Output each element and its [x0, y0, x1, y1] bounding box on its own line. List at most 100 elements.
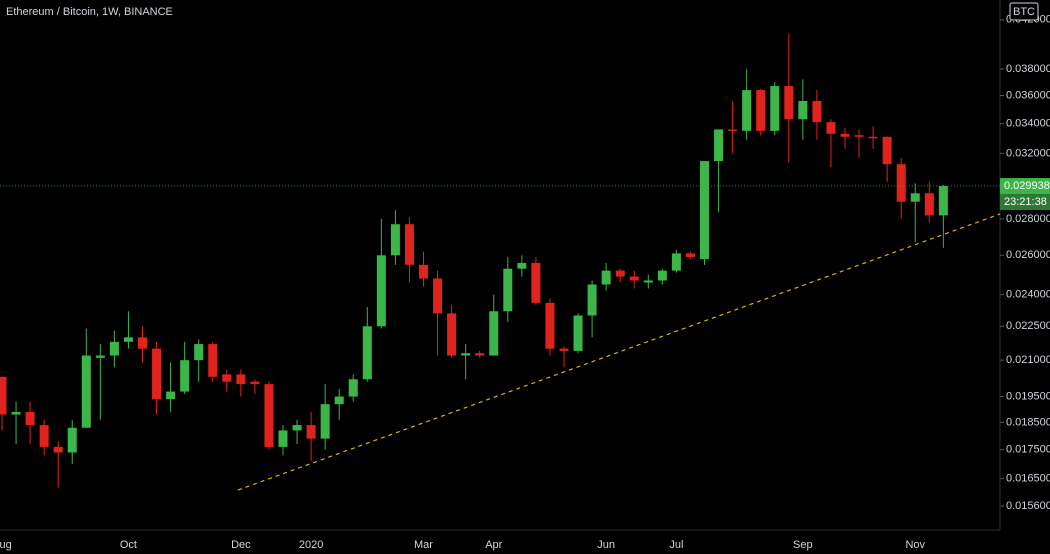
last-price-box: [1000, 178, 1050, 195]
candle-body: [180, 360, 190, 392]
candle-body: [433, 278, 443, 314]
y-tick-label: 0.021000: [1006, 354, 1050, 366]
y-tick-label: 0.015600: [1006, 500, 1050, 512]
candle-body: [53, 446, 63, 453]
candle-body: [447, 313, 457, 356]
candle-body: [896, 164, 906, 202]
candle-body: [728, 129, 738, 131]
trend-line: [237, 213, 1001, 491]
candle-body: [334, 396, 344, 405]
candle-body: [685, 253, 695, 258]
candle-body: [657, 270, 667, 281]
candle-body: [95, 355, 105, 358]
y-tick-label: 0.038000: [1006, 63, 1050, 75]
candle-body: [222, 374, 232, 382]
candle-body: [320, 404, 330, 439]
candle-body: [784, 86, 794, 120]
candle-body: [573, 315, 583, 351]
y-tick-label: 0.028000: [1006, 213, 1050, 225]
x-tick-label: Dec: [231, 539, 251, 551]
candle-body: [362, 326, 372, 380]
x-tick-label: Jul: [669, 539, 683, 551]
candle-body: [798, 100, 808, 120]
candle-body: [643, 280, 653, 283]
candle-body: [138, 337, 147, 349]
candle-body: [517, 262, 527, 269]
candle-body: [39, 425, 49, 447]
candle-body: [292, 425, 302, 431]
y-tick-label: 0.022500: [1006, 320, 1050, 332]
x-tick-label: 2020: [299, 539, 323, 551]
candle-body: [376, 255, 386, 327]
candle-body: [714, 129, 724, 162]
candle-body: [208, 344, 218, 377]
y-tick-label: 0.018500: [1006, 416, 1050, 428]
candle-body: [545, 302, 555, 349]
currency-label: BTC: [1013, 6, 1035, 18]
candle-body: [503, 268, 513, 312]
candle-body: [868, 136, 878, 139]
candle-body: [109, 341, 119, 356]
candle-body: [278, 430, 288, 447]
x-tick-label: Oct: [120, 539, 137, 551]
candle-body: [587, 284, 597, 316]
candle-body: [166, 391, 176, 400]
y-tick-label: 0.032000: [1006, 147, 1050, 159]
candle-body: [559, 348, 569, 351]
candle-body: [756, 90, 766, 131]
candle-body: [264, 384, 274, 447]
countdown-box: [1000, 194, 1050, 211]
candle-body: [700, 161, 709, 260]
candle-body: [123, 337, 133, 342]
candle-body: [250, 381, 260, 385]
candle-body: [306, 425, 316, 439]
x-tick-label: Aug: [0, 539, 12, 551]
candle-body: [770, 86, 780, 131]
candle-body: [67, 427, 77, 453]
candle-body: [194, 344, 204, 361]
candle-body: [938, 186, 948, 216]
candle-body: [601, 270, 611, 285]
chart-title: Ethereum / Bitcoin, 1W, BINANCE: [6, 6, 173, 18]
candle-body: [81, 355, 91, 428]
candle-body: [840, 133, 850, 137]
candle-body: [615, 270, 625, 277]
candle-body: [489, 311, 499, 356]
candle-body: [348, 379, 358, 397]
marks: 0.015600 0.016500 0.017500 0.018500 0.019500…: [0, 14, 1050, 551]
x-tick-label: Apr: [485, 539, 502, 551]
x-tick-label: Sep: [793, 539, 813, 551]
candle-body: [910, 193, 920, 202]
last-price-label: 0.029938: [1004, 180, 1050, 192]
candle-body: [11, 411, 21, 415]
candle-body: [25, 411, 35, 426]
candle-body: [475, 353, 485, 356]
currency-box: [1009, 2, 1039, 21]
candle-body: [854, 135, 864, 137]
candle-body: [404, 224, 414, 265]
y-tick-label: 0.024000: [1006, 289, 1050, 301]
x-tick-label: Mar: [414, 539, 433, 551]
candle-body: [826, 122, 836, 134]
y-tick-label: 0.017500: [1006, 444, 1050, 456]
candle-body: [152, 348, 162, 400]
x-tick-label: Nov: [905, 539, 925, 551]
candle-body: [236, 374, 246, 385]
y-tick-label: 0.026000: [1006, 249, 1050, 261]
candle-body: [461, 353, 471, 356]
countdown-label: 23:21:38: [1004, 196, 1047, 208]
candle-body: [671, 253, 681, 271]
candle-body: [390, 224, 400, 256]
candle-body: [924, 193, 934, 216]
candle-body: [419, 264, 428, 279]
candle-body: [0, 376, 7, 415]
candle-body: [882, 136, 892, 165]
candle-body: [812, 100, 822, 123]
y-tick-label: 0.034000: [1006, 117, 1050, 129]
y-tick-label: 0.019500: [1006, 390, 1050, 402]
candle-body: [742, 90, 752, 131]
y-tick-label: 0.036000: [1006, 89, 1050, 101]
candle-body: [629, 276, 639, 281]
